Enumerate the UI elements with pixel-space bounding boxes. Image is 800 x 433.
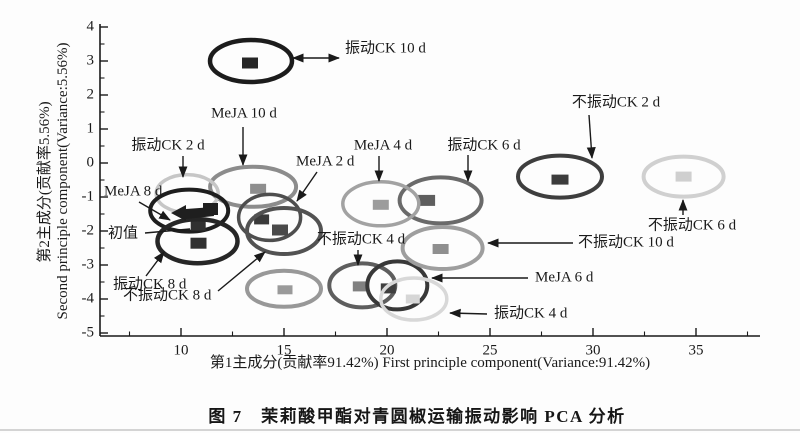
cluster-marker <box>254 214 270 225</box>
y-tick-label: 0 <box>87 154 95 170</box>
x-tick-label: 15 <box>277 342 292 358</box>
y-tick-label: -5 <box>82 324 95 340</box>
cluster-marker <box>277 285 293 295</box>
label-meja-10d: MeJA 10 d <box>211 105 277 121</box>
leader-arrow-zhendong-ck-8d <box>145 251 165 277</box>
leader-arrow-bu-zhendong-ck-8d <box>217 251 266 292</box>
initial-value-marker <box>171 203 218 221</box>
x-tick-label: 10 <box>174 342 189 358</box>
label-meja-6d: MeJA 6 d <box>535 269 594 285</box>
cluster-14: 振动CK 4 d <box>379 276 449 322</box>
label-zhendong-ck-10d: 振动CK 10 d <box>345 39 426 56</box>
cluster-ellipse: MeJA 6 d <box>365 259 430 312</box>
cluster-11: unlabeled <box>245 268 323 309</box>
cluster-marker <box>250 183 267 194</box>
y-tick-label: -3 <box>82 256 95 272</box>
cluster-ellipse: MeJA 8 d <box>148 187 231 234</box>
cluster-marker <box>432 244 449 254</box>
cluster-8: 振动CK 8 d <box>155 216 240 266</box>
y-tick-label: 4 <box>87 18 95 34</box>
leader-arrow-meja-8d <box>138 201 171 221</box>
cluster-ellipse: 振动CK 10 d <box>207 37 295 85</box>
cluster-marker <box>190 220 206 231</box>
cluster-ellipse: 不振动CK 10 d <box>400 225 485 271</box>
cluster-ellipse: MeJA 10 d <box>208 164 299 209</box>
y-tick-label: 3 <box>87 52 95 68</box>
x-tick-label: 25 <box>483 342 498 358</box>
label-chuzhi: 初值 <box>108 224 138 241</box>
x-tick-label: 30 <box>586 342 601 358</box>
cluster-4: MeJA 4 d <box>341 180 421 228</box>
cluster-ellipse: 不振动CK 2 d <box>516 153 604 200</box>
label-zhendong-ck-8d: 振动CK 8 d <box>113 275 187 292</box>
cluster-13: MeJA 6 d <box>365 259 430 312</box>
cluster-marker <box>190 237 207 249</box>
label-zhendong-ck-4d: 振动CK 4 d <box>494 304 568 321</box>
x-tick-label: 35 <box>689 342 704 358</box>
y-tick-label: 2 <box>87 86 95 102</box>
y-axis-title-en: Second principle component(Variance:5.56… <box>55 43 71 320</box>
cluster-ellipse: MeJA 2 d <box>236 192 303 243</box>
leader-arrow-bu-zhendong-ck-2d <box>586 114 596 159</box>
initial-value-square <box>203 203 218 215</box>
cluster-10: 不振动CK 8 d <box>245 206 323 256</box>
label-bu-zhendong-ck-2d: 不振动CK 2 d <box>572 93 661 110</box>
cluster-marker <box>405 294 420 304</box>
label-zhendong-ck-6d: 振动CK 6 d <box>447 136 521 153</box>
y-tick-label: -4 <box>82 290 95 306</box>
leader-arrow-zhendong-ck-4d <box>449 308 488 318</box>
label-meja-8d: MeJA 8 d <box>104 183 163 199</box>
cluster-3: 振动CK 6 d <box>397 175 484 226</box>
cluster-9: MeJA 2 d <box>236 192 303 243</box>
cluster-marker <box>418 194 436 206</box>
cluster-marker <box>380 283 396 294</box>
label-bu-zhendong-ck-4d: 不振动CK 4 d <box>317 230 406 247</box>
cluster-ellipse: 振动CK 8 d <box>155 216 240 266</box>
cluster-marker <box>675 171 692 182</box>
label-zhendong-ck-2d: 振动CK 2 d <box>131 136 205 153</box>
x-tick-label: 20 <box>380 342 395 358</box>
label-bu-zhendong-ck-6d: 不振动CK 6 d <box>648 216 737 233</box>
cluster-marker <box>551 174 569 185</box>
y-tick-label: -2 <box>82 222 95 238</box>
cluster-marker <box>242 57 258 69</box>
y-tick-label: 1 <box>87 120 95 136</box>
cluster-5: MeJA 10 d <box>208 164 299 209</box>
cluster-ellipse: 振动CK 6 d <box>397 175 484 226</box>
leader-arrow-chuzhi <box>144 228 191 234</box>
cluster-marker <box>352 281 368 292</box>
label-bu-zhendong-ck-10d: 不振动CK 10 d <box>578 233 674 250</box>
cluster-ellipse: 不振动CK 6 d <box>641 154 726 199</box>
cluster-ellipse: 不振动CK 8 d <box>245 206 323 256</box>
cluster-2: 不振动CK 6 d <box>641 154 726 199</box>
cluster-ellipse: unlabeled <box>245 268 323 309</box>
cluster-ellipse: 振动CK 4 d <box>379 276 449 322</box>
cluster-15: 不振动CK 10 d <box>400 225 485 271</box>
cluster-marker <box>372 199 389 210</box>
leader-arrow-meja-2d <box>296 171 318 202</box>
cluster-0: 振动CK 10 d <box>207 37 295 85</box>
label-meja-4d: MeJA 4 d <box>354 137 413 153</box>
y-tick-label: -1 <box>82 188 95 204</box>
page-rule-line <box>0 429 800 431</box>
cluster-7: MeJA 8 d <box>148 187 231 234</box>
figure-caption: 图 7 茉莉酸甲酯对青圆椒运输振动影响 PCA 分析 <box>208 407 626 426</box>
label-bu-zhendong-ck-8d: 不振动CK 8 d <box>123 286 212 303</box>
cluster-1: 不振动CK 2 d <box>516 153 604 200</box>
x-axis-title: 第1主成分(贡献率91.42%) First principle compone… <box>210 353 650 371</box>
label-meja-2d: MeJA 2 d <box>296 153 355 169</box>
y-axis-title-zh: 第2主成分(贡献率5.56%) <box>35 101 53 262</box>
cluster-marker <box>272 224 288 236</box>
